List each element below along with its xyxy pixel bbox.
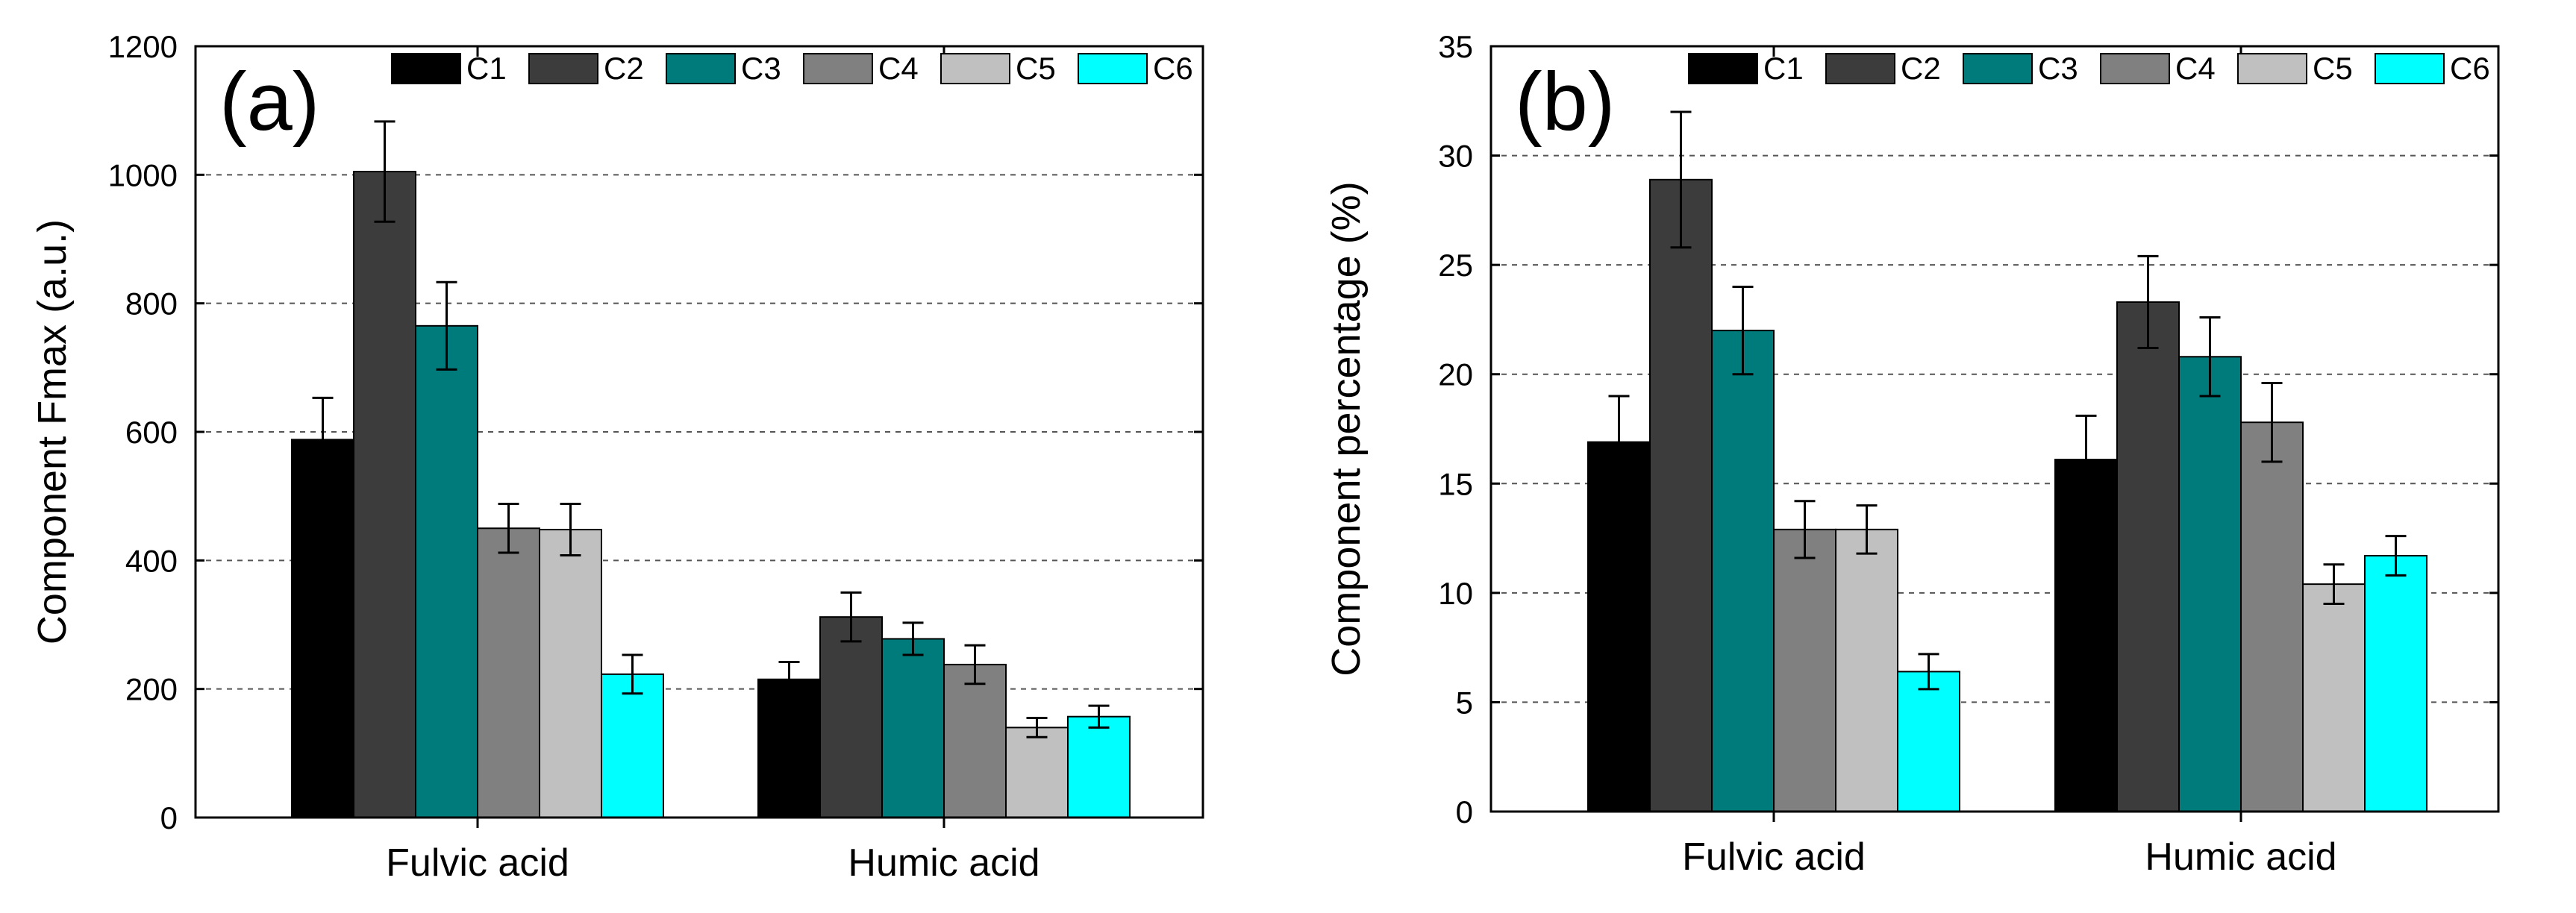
panel-b-x-category-label: Fulvic acid bbox=[1682, 835, 1866, 879]
panel-b-error-bar-c3-fulvic bbox=[1732, 285, 1754, 376]
panel-b-y-tick-label: 5 bbox=[1456, 685, 1473, 720]
panel-b-error-bar-c6-fulvic bbox=[1918, 653, 1939, 691]
panel-b-legend-swatch-c4 bbox=[2100, 53, 2170, 84]
panel-a-error-bar-c2-humic bbox=[840, 591, 862, 643]
panel-b-legend-swatch-c1 bbox=[1688, 53, 1758, 84]
panel-b-legend-label-c4: C4 bbox=[2175, 51, 2216, 86]
panel-a-legend-swatch-c3 bbox=[666, 53, 736, 84]
panel-a-y-tick-label: 600 bbox=[125, 415, 178, 450]
panel-a-error-bar-c1-humic bbox=[778, 660, 800, 698]
panel-a-legend-label-c4: C4 bbox=[878, 51, 919, 86]
panel-a-bar-c3-fulvic bbox=[415, 324, 478, 818]
panel-b-error-bar-c5-humic bbox=[2323, 563, 2345, 606]
panel-a-legend-swatch-c1 bbox=[391, 53, 461, 84]
panel-b-y-tick-label: 25 bbox=[1438, 248, 1473, 283]
panel-b-error-bar-c3-humic bbox=[2199, 316, 2221, 398]
panel-a-label: (a) bbox=[219, 56, 319, 148]
panel-a-x-category-label: Humic acid bbox=[848, 841, 1040, 885]
panel-a-error-bar-c2-fulvic bbox=[374, 120, 396, 223]
panel-b-bar-c1-fulvic bbox=[1587, 441, 1651, 812]
panel-b-bar-c2-humic bbox=[2116, 301, 2180, 812]
panel-a-bar-c1-humic bbox=[757, 678, 821, 818]
panel-a-error-bar-c4-humic bbox=[964, 644, 986, 685]
panel-a-bar-c5-humic bbox=[1005, 727, 1069, 818]
panel-b-bar-c6-fulvic bbox=[1897, 671, 1960, 812]
panel-b-legend-swatch-c2 bbox=[1825, 53, 1895, 84]
panel-a-error-bar-c5-humic bbox=[1026, 716, 1048, 738]
panel-b-bar-c3-fulvic bbox=[1711, 330, 1775, 813]
panel-a-bar-c2-fulvic bbox=[353, 171, 416, 818]
panel-a-y-tick-label: 400 bbox=[125, 543, 178, 578]
panel-a-error-bar-c5-fulvic bbox=[560, 503, 581, 556]
panel-b-bar-c5-fulvic bbox=[1835, 528, 1898, 812]
panel-a-error-bar-c6-humic bbox=[1088, 704, 1110, 729]
panel-b-error-bar-c1-fulvic bbox=[1608, 395, 1630, 489]
panel-a-y-tick-label: 1000 bbox=[108, 157, 178, 192]
panel-b-error-bar-c4-fulvic bbox=[1794, 500, 1816, 559]
panel-a-legend-label-c2: C2 bbox=[604, 51, 644, 86]
panel-a-bar-c4-humic bbox=[943, 663, 1007, 818]
panel-a-legend-label-c5: C5 bbox=[1016, 51, 1056, 86]
panel-a-legend-swatch-c5 bbox=[940, 53, 1010, 84]
panel-a-legend-swatch-c4 bbox=[803, 53, 873, 84]
panel-a-legend-label-c6: C6 bbox=[1153, 51, 1193, 86]
panel-a-bar-c4-fulvic bbox=[477, 527, 540, 818]
panel-a-y-tick-label: 1200 bbox=[108, 29, 178, 64]
panel-b-error-bar-c2-humic bbox=[2137, 254, 2159, 350]
panel-a-chart: 0 200 400 600 800 1000 1200 Fulvic acid Humic ac… bbox=[30, 29, 1204, 885]
panel-b-y-tick-label: 20 bbox=[1438, 357, 1473, 392]
panel-a-x-category-label: Fulvic acid bbox=[386, 841, 569, 885]
panel-a-y-tick-label: 200 bbox=[125, 672, 178, 707]
panel-b-y-tick-label: 0 bbox=[1456, 794, 1473, 829]
panel-b-y-tick-label: 15 bbox=[1438, 466, 1473, 501]
panel-a-bar-c6-humic bbox=[1067, 715, 1131, 818]
panel-b-error-bar-c2-fulvic bbox=[1670, 110, 1692, 249]
panel-b-y-tick-label: 35 bbox=[1438, 29, 1473, 64]
panel-a-error-bar-c3-fulvic bbox=[436, 280, 457, 371]
panel-b-plot-frame bbox=[1489, 45, 2500, 813]
panel-a-legend-swatch-c6 bbox=[1078, 53, 1148, 84]
panel-a-bar-c6-fulvic bbox=[601, 673, 664, 818]
panel-b-legend-swatch-c5 bbox=[2237, 53, 2307, 84]
panel-b-error-bar-c5-fulvic bbox=[1856, 504, 1878, 555]
panel-b-y-tick-label: 30 bbox=[1438, 139, 1473, 174]
panel-b-bar-c2-fulvic bbox=[1649, 178, 1713, 812]
panel-a-y-tick-label: 800 bbox=[125, 286, 178, 321]
panel-b-error-bar-c4-humic bbox=[2261, 381, 2283, 463]
panel-b-bar-c4-fulvic bbox=[1773, 528, 1836, 812]
panel-b-legend-label-c6: C6 bbox=[2450, 51, 2490, 86]
panel-b-bar-c6-humic bbox=[2364, 555, 2427, 812]
panel-b-bar-c4-humic bbox=[2240, 421, 2304, 812]
panel-b-y-axis-title: Component percentage (%) bbox=[1324, 181, 1369, 676]
panel-a-error-bar-c3-humic bbox=[902, 621, 924, 656]
panel-a-bar-c3-humic bbox=[881, 638, 945, 818]
panel-a-bar-c2-humic bbox=[819, 616, 883, 818]
panel-b-label: (b) bbox=[1515, 56, 1615, 148]
panel-b-bar-c1-humic bbox=[2054, 459, 2118, 812]
panel-b-chart: 0 5 10 15 20 25 30 35 Fulvic acid Humic acid Compo… bbox=[1324, 29, 2500, 879]
panel-a-error-bar-c4-fulvic bbox=[498, 503, 519, 554]
panel-b-bar-c3-humic bbox=[2178, 356, 2242, 812]
panel-b-x-category-label: Humic acid bbox=[2145, 835, 2336, 879]
panel-a-y-tick-label: 0 bbox=[160, 800, 178, 835]
panel-b-legend-label-c2: C2 bbox=[1901, 51, 1941, 86]
panel-a-y-axis-title: Component Fmax (a.u.) bbox=[30, 219, 75, 644]
panel-a-legend-label-c3: C3 bbox=[741, 51, 781, 86]
panel-a-bar-c5-fulvic bbox=[539, 528, 602, 818]
panel-a-error-bar-c6-fulvic bbox=[622, 653, 643, 695]
panel-b-legend-swatch-c3 bbox=[1963, 53, 2033, 84]
panel-b-legend-label-c5: C5 bbox=[2313, 51, 2353, 86]
panel-b-legend-label-c1: C1 bbox=[1763, 51, 1804, 86]
panel-a-legend-swatch-c2 bbox=[528, 53, 598, 84]
panel-a-error-bar-c1-fulvic bbox=[312, 396, 334, 483]
panel-b-y-tick-label: 10 bbox=[1438, 576, 1473, 611]
panel-b-error-bar-c6-humic bbox=[2385, 535, 2407, 577]
panel-b-legend-label-c3: C3 bbox=[2038, 51, 2078, 86]
panel-a-bar-c1-fulvic bbox=[291, 439, 354, 819]
panel-b-bar-c5-humic bbox=[2302, 583, 2366, 812]
panel-b-legend-swatch-c6 bbox=[2375, 53, 2445, 84]
panel-b-error-bar-c1-humic bbox=[2075, 414, 2097, 505]
panel-a-legend-label-c1: C1 bbox=[466, 51, 507, 86]
